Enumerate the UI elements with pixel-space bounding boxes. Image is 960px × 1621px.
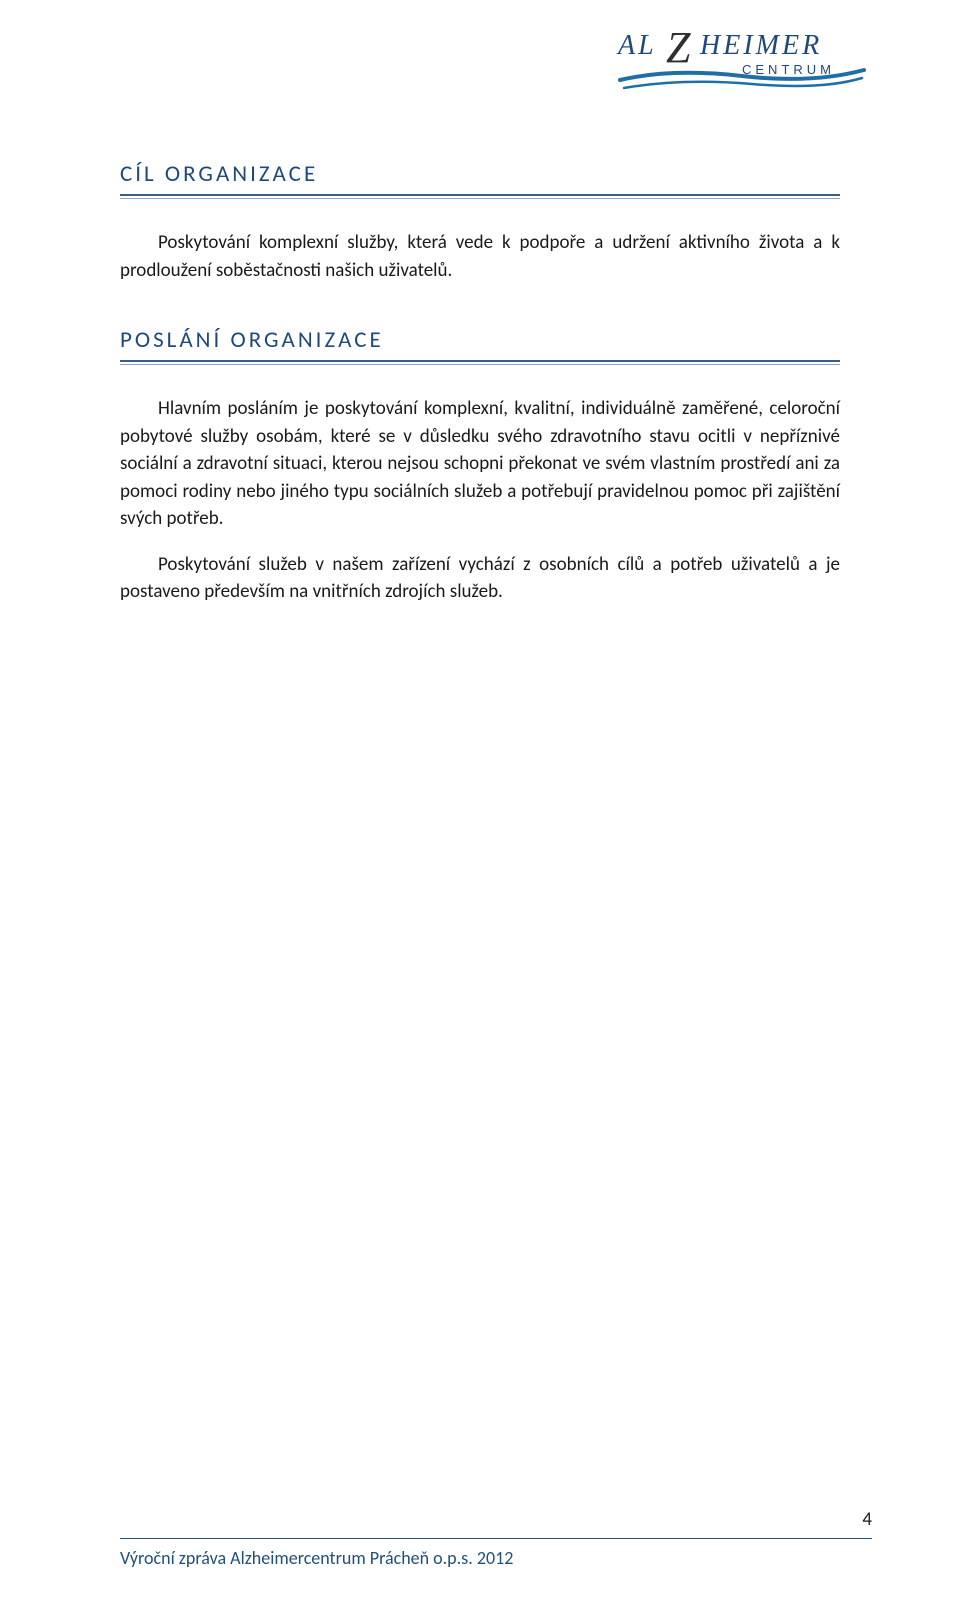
page: AL Z HEIMER CENTRUM CÍL ORGANIZACE Posky…	[0, 0, 960, 1621]
section-poslani: POSLÁNÍ ORGANIZACE Hlavním posláním je p…	[120, 326, 840, 606]
logo-svg: AL Z HEIMER CENTRUM	[612, 22, 872, 100]
section-rule	[120, 194, 840, 199]
logo-text-top: AL	[616, 30, 657, 61]
logo-z-accent: Z	[666, 23, 691, 72]
logo-swoosh-2	[624, 78, 862, 88]
footer-text: Výroční zpráva Alzheimercentrum Prácheň …	[120, 1547, 872, 1569]
para-poslani-2: Poskytování služeb v našem zařízení vych…	[120, 551, 840, 606]
footer-rule	[120, 1538, 872, 1539]
section-cil: CÍL ORGANIZACE Poskytování komplexní slu…	[120, 160, 840, 284]
section-rule-2	[120, 360, 840, 365]
footer: 4 Výroční zpráva Alzheimercentrum Práche…	[120, 1538, 872, 1569]
para-poslani-1: Hlavním posláním je poskytování komplexn…	[120, 395, 840, 533]
section-title-cil: CÍL ORGANIZACE	[120, 160, 840, 188]
logo-text-top-2: HEIMER	[699, 30, 822, 61]
section-title-poslani: POSLÁNÍ ORGANIZACE	[120, 326, 840, 354]
page-number: 4	[862, 1508, 872, 1531]
para-cil: Poskytování komplexní služby, která vede…	[120, 229, 840, 284]
logo-text-bottom: CENTRUM	[742, 62, 835, 77]
logo: AL Z HEIMER CENTRUM	[612, 22, 872, 100]
content: CÍL ORGANIZACE Poskytování komplexní slu…	[120, 160, 840, 648]
